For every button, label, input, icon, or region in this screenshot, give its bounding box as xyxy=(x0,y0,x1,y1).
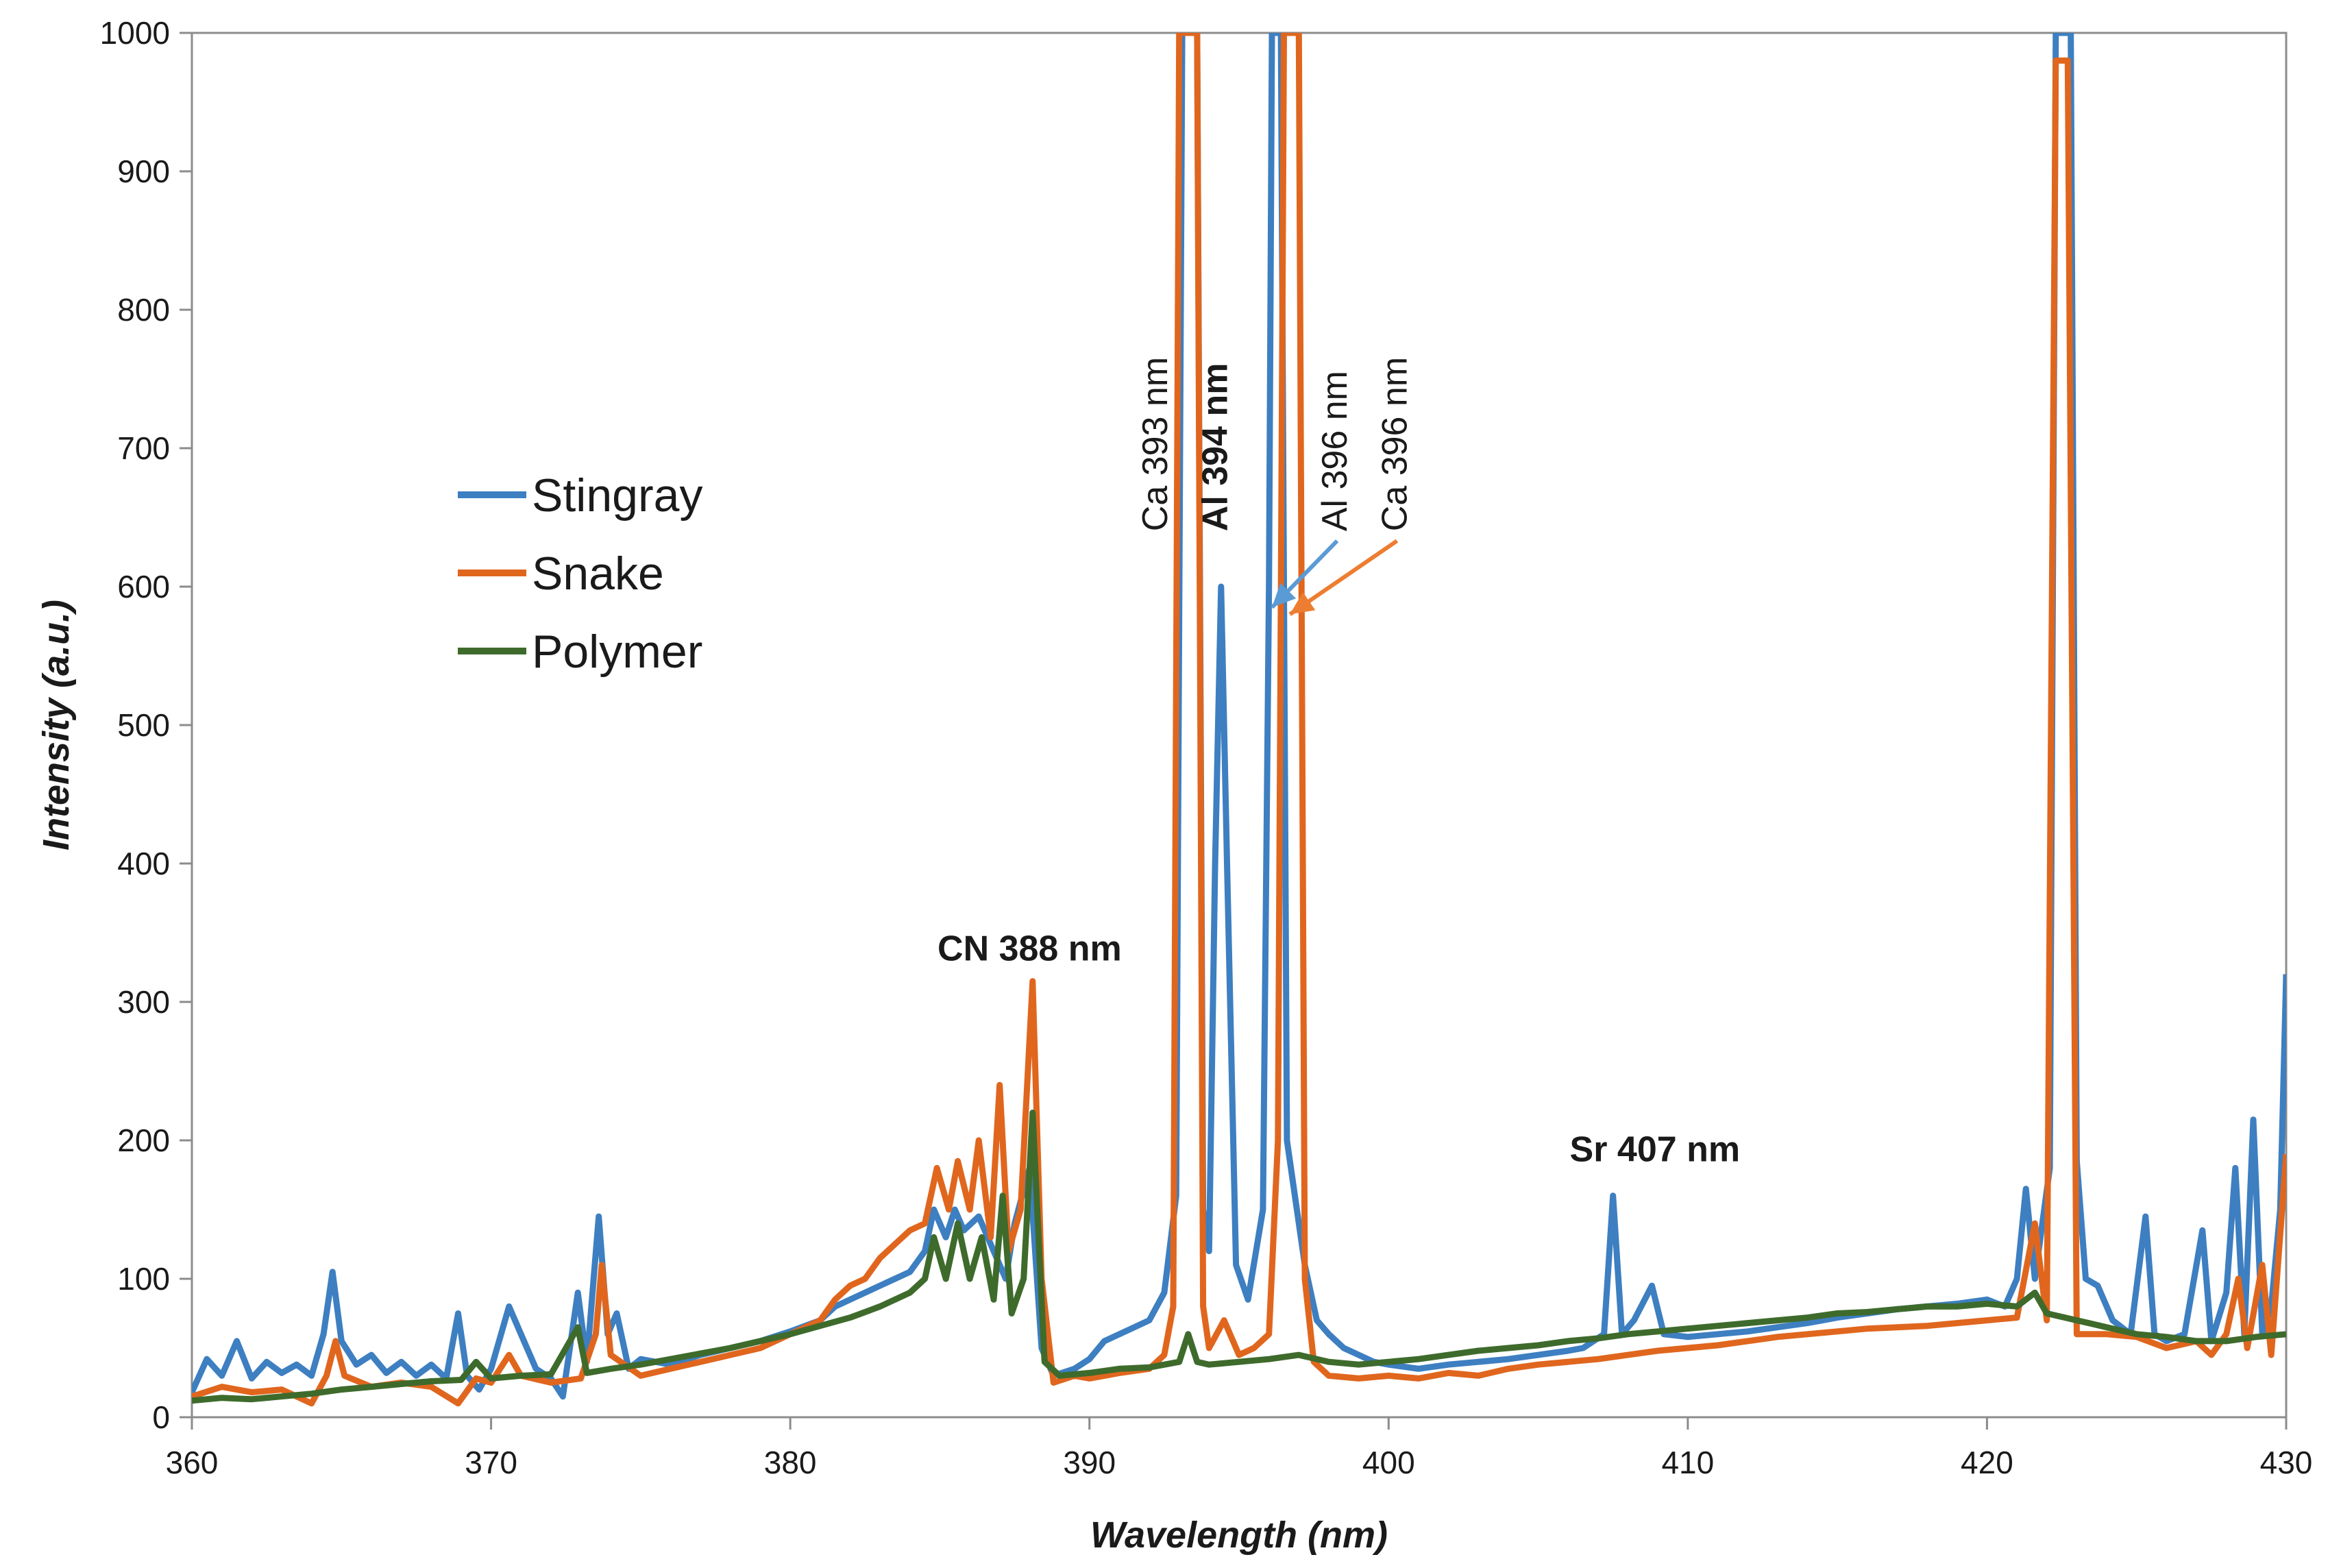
x-axis-title: Wavelength (nm) xyxy=(1090,1515,1388,1556)
annotation-layer: CN 388 nm Ca 393 nm Al 394 nm Al 396 nm Ca 3… xyxy=(937,357,1740,1169)
axes-layer: 0 100 200 300 400 500 600 700 800 900 1000 360 370 38… xyxy=(100,15,2313,1480)
y-tick-label: 300 xyxy=(117,984,170,1020)
x-tick-label: 430 xyxy=(2260,1445,2313,1480)
x-tick-label: 400 xyxy=(1362,1445,1415,1480)
peak-arrow-head xyxy=(1272,583,1297,608)
series-layer xyxy=(192,33,2286,1407)
x-tick-label: 380 xyxy=(764,1445,817,1480)
peak-label: Ca 393 nm xyxy=(1136,357,1175,531)
y-axis-title: Intensity (a.u.) xyxy=(36,600,77,850)
y-tick-label: 700 xyxy=(117,430,170,466)
y-tick-label: 800 xyxy=(117,292,170,328)
y-tick-label: 500 xyxy=(117,707,170,743)
peak-label: Sr 407 nm xyxy=(1570,1129,1741,1169)
x-tick-label: 420 xyxy=(1961,1445,2013,1480)
peak-label: Al 394 nm xyxy=(1196,363,1236,532)
y-tick-label: 600 xyxy=(117,569,170,604)
peak-arrow-head xyxy=(1290,592,1316,615)
x-tick-label: 360 xyxy=(166,1445,219,1480)
peak-label: Al 396 nm xyxy=(1315,371,1355,531)
legend-label-polymer: Polymer xyxy=(532,626,702,678)
legend-layer: Stingray Snake Polymer xyxy=(458,469,702,678)
y-tick-label: 200 xyxy=(117,1123,170,1158)
series-line-snake xyxy=(192,33,2286,1407)
peak-label: CN 388 nm xyxy=(937,929,1122,968)
x-tick-label: 370 xyxy=(465,1445,517,1480)
y-tick-label: 100 xyxy=(117,1261,170,1297)
y-tick-label: 0 xyxy=(152,1399,170,1435)
peak-label: Ca 396 nm xyxy=(1375,357,1414,531)
x-tick-label: 390 xyxy=(1063,1445,1116,1480)
legend-label-stingray: Stingray xyxy=(532,469,702,522)
y-tick-label: 900 xyxy=(117,154,170,189)
series-line-polymer xyxy=(192,1110,2286,1404)
x-tick-label: 410 xyxy=(1661,1445,1714,1480)
y-tick-label: 400 xyxy=(117,846,170,881)
legend-label-snake: Snake xyxy=(532,548,664,600)
y-tick-label: 1000 xyxy=(100,15,170,51)
